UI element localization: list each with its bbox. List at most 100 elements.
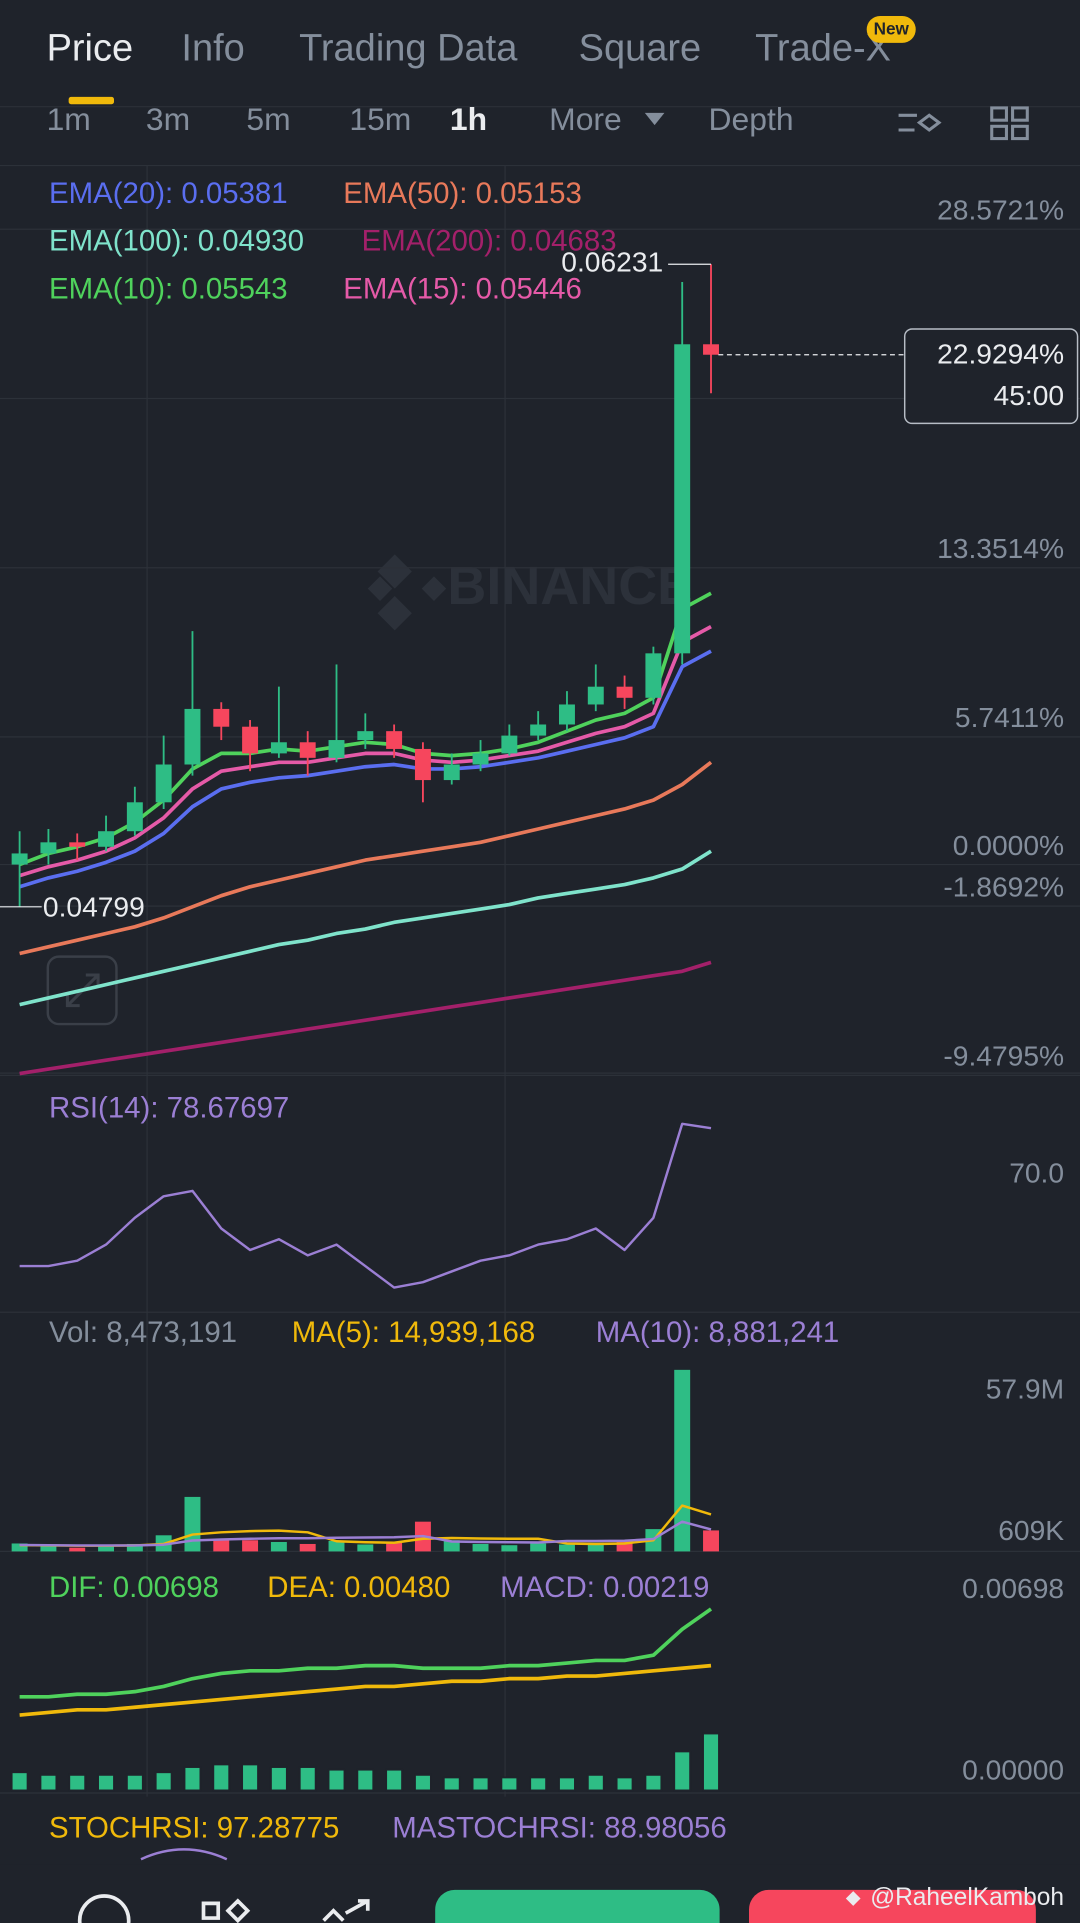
- interval[interactable]: Depth: [709, 101, 794, 137]
- macd-bar: [673, 1750, 692, 1792]
- tab[interactable]: Price: [47, 27, 134, 69]
- tab[interactable]: Trading Data: [299, 27, 518, 69]
- dropdown-arrow: [644, 112, 665, 126]
- legend-label: RSI(14): 78.67697: [49, 1092, 289, 1125]
- tab-underline: [68, 96, 115, 105]
- legend-label: MA(10): 8,881,241: [596, 1316, 840, 1349]
- legend-label: EMA(50): 0.05153: [343, 177, 582, 210]
- volume-bar: [501, 1545, 518, 1552]
- y-tick-label: 28.5721%: [937, 194, 1064, 226]
- indicator-line: [19, 649, 712, 889]
- candle-body: [299, 742, 316, 758]
- macd-bar: [298, 1766, 317, 1792]
- candle-body: [559, 704, 575, 725]
- candle-body: [155, 764, 172, 803]
- expand-button[interactable]: [46, 955, 118, 1026]
- low-label: 0.04799: [43, 891, 145, 923]
- candle-body: [242, 726, 259, 754]
- y-tick-label: 609K: [998, 1514, 1064, 1546]
- volume-bar: [472, 1543, 489, 1552]
- volume-bar: [242, 1540, 259, 1552]
- legend: STOCHRSI: 97.28775: [49, 1812, 339, 1845]
- indicator-line: [19, 1520, 712, 1547]
- watermark: BINANCE: [367, 554, 693, 631]
- nav-icon[interactable]: [77, 1894, 131, 1923]
- interval[interactable]: More: [549, 101, 622, 137]
- buy-button[interactable]: [435, 1889, 720, 1923]
- indicator-line: [19, 1663, 712, 1717]
- macd-bar: [558, 1776, 576, 1792]
- volume-bar: [98, 1545, 115, 1552]
- macd-bar: [212, 1763, 231, 1792]
- volume-bar: [357, 1544, 374, 1552]
- macd-bar: [241, 1763, 259, 1792]
- volume-bar: [616, 1541, 633, 1552]
- macd-bar: [414, 1773, 432, 1792]
- y-tick-label: 0.00698: [962, 1572, 1064, 1604]
- layout-icon[interactable]: [990, 106, 1029, 141]
- credit-logo: [845, 1891, 861, 1906]
- macd-bar: [270, 1766, 288, 1792]
- macd-bar: [327, 1768, 346, 1792]
- legend-label: DEA: 0.00480: [267, 1571, 450, 1604]
- sell-button[interactable]: [749, 1889, 1036, 1923]
- indicator-line: [19, 1607, 713, 1699]
- indicator-line: [19, 849, 712, 1007]
- tab-bar: Price Info Trading Data Square Trade-X N…: [47, 15, 916, 105]
- watermark-text: BINANCE: [447, 556, 693, 616]
- candle-body: [69, 842, 86, 847]
- macd-bar: [615, 1776, 634, 1792]
- high-label: 0.06231: [561, 246, 663, 278]
- y-tick-label: 0.0000%: [953, 829, 1064, 861]
- macd-bar: [644, 1773, 663, 1792]
- tab[interactable]: Info: [181, 27, 244, 69]
- legend: MASTOCHRSI: 88.98056: [392, 1812, 726, 1845]
- settings-icon[interactable]: [898, 113, 942, 132]
- y-tick-label: 13.3514%: [937, 532, 1064, 564]
- y-tick-label: 57.9M: [986, 1372, 1064, 1404]
- candle-body: [11, 853, 28, 865]
- candle-body: [40, 842, 57, 854]
- candle-body: [270, 742, 287, 754]
- macd-bar: [471, 1776, 490, 1792]
- volume-bar: [703, 1530, 719, 1552]
- candle-body: [472, 753, 489, 765]
- volume-bar: [587, 1542, 604, 1552]
- macd-bar: [586, 1773, 605, 1792]
- legend-label: Vol: 8,473,191: [49, 1316, 237, 1349]
- interval[interactable]: 3m: [146, 101, 190, 137]
- y-tick-label: -9.4795%: [943, 1040, 1064, 1072]
- candle-body: [587, 686, 604, 705]
- legend-label: MA(5): 14,939,168: [292, 1316, 536, 1349]
- interval[interactable]: 1h: [450, 101, 487, 137]
- candle-body: [184, 708, 201, 765]
- interval[interactable]: 1m: [47, 101, 91, 137]
- interval[interactable]: 5m: [246, 101, 290, 137]
- volume-bar: [559, 1544, 575, 1552]
- plot-area: 28.5721%20.9617%13.3514%5.7411%0.0000%-1…: [0, 177, 1080, 1792]
- volume-bar: [213, 1539, 230, 1552]
- volume-bar: [40, 1546, 57, 1552]
- stochrsi-line: [140, 1848, 228, 1861]
- interval-bar: 1m 3m 5m 15m 1h More Depth: [47, 101, 1029, 141]
- candle-body: [414, 748, 431, 781]
- macd-bar: [97, 1773, 115, 1792]
- nav-icon[interactable]: [201, 1898, 251, 1923]
- legend-label: EMA(10): 0.05543: [49, 272, 288, 305]
- macd-bar: [529, 1776, 548, 1792]
- candle-body: [674, 344, 691, 654]
- macd-bar: [356, 1768, 375, 1792]
- candle-body: [645, 653, 662, 698]
- legend-label: MACD: 0.00219: [500, 1571, 709, 1604]
- macd-bar: [125, 1773, 144, 1792]
- nav-icon[interactable]: [322, 1899, 370, 1922]
- volume-bar: [299, 1543, 316, 1552]
- macd-bar: [39, 1773, 58, 1792]
- volume-bar: [328, 1540, 345, 1552]
- indicator-line: [19, 960, 712, 1076]
- tab[interactable]: Square: [579, 27, 702, 69]
- y-tick-label: 5.7411%: [955, 701, 1064, 733]
- interval[interactable]: 15m: [349, 101, 411, 137]
